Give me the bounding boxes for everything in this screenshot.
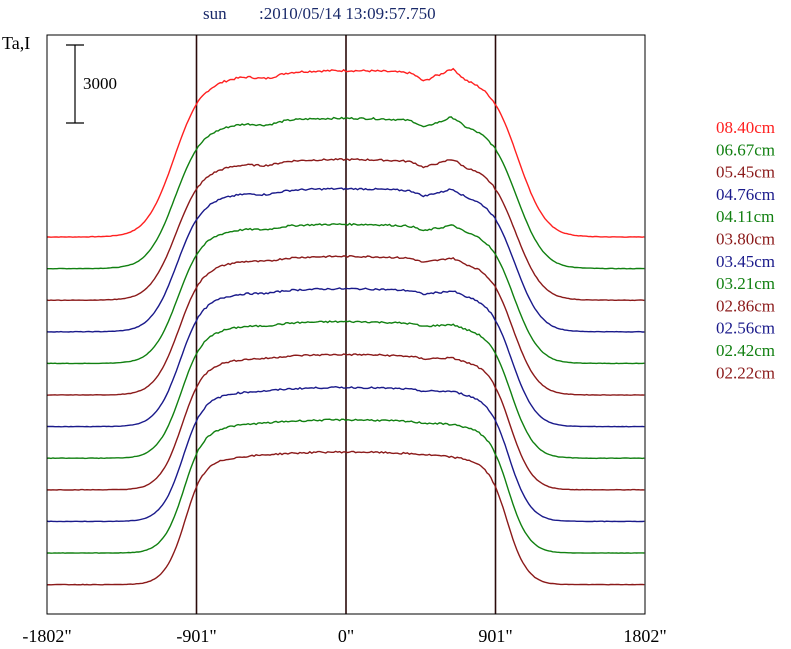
source-label: sun — [203, 4, 227, 23]
legend-label-04.76cm: 04.76cm — [716, 185, 775, 204]
series-line-03.21cm — [46, 320, 645, 460]
y-axis-label: Ta,I — [2, 33, 30, 53]
legend-label-02.42cm: 02.42cm — [716, 341, 775, 360]
scale-bar — [66, 44, 84, 124]
series-line-04.76cm — [46, 187, 645, 333]
legend-label-03.45cm: 03.45cm — [716, 252, 775, 271]
series-line-04.11cm — [46, 222, 645, 365]
legend: 08.40cm 06.67cm 05.45cm 04.76cm 04.11cm 03.80… — [716, 118, 775, 382]
timestamp-label: :2010/05/14 13:09:57.750 — [259, 4, 436, 23]
x-tick-labels: -1802" -901" 0" 901" 1802" — [22, 626, 666, 646]
legend-label-05.45cm: 05.45cm — [716, 163, 775, 182]
legend-label-03.21cm: 03.21cm — [716, 274, 775, 293]
series-line-02.86cm — [46, 353, 645, 491]
scale-bar-label: 3000 — [83, 74, 117, 93]
plot-frame — [46, 34, 646, 615]
legend-label-06.67cm: 06.67cm — [716, 140, 775, 159]
x-tick-label-3: 901" — [478, 626, 512, 646]
legend-label-02.86cm: 02.86cm — [716, 296, 775, 315]
legend-label-08.40cm: 08.40cm — [716, 118, 775, 137]
vertical-markers — [195, 35, 497, 614]
series-line-05.45cm — [46, 157, 645, 302]
series-line-02.56cm — [46, 385, 645, 523]
legend-label-02.56cm: 02.56cm — [716, 319, 775, 338]
series-lines — [46, 67, 645, 586]
series-line-02.42cm — [46, 418, 645, 554]
series-line-06.67cm — [47, 116, 645, 270]
x-tick-label-2: 0" — [338, 626, 354, 646]
series-line-03.80cm — [46, 254, 645, 396]
series-line-02.22cm — [46, 450, 645, 586]
x-tick-label-0: -1802" — [22, 626, 71, 646]
legend-label-04.11cm: 04.11cm — [716, 207, 774, 226]
series-line-08.40cm — [47, 67, 645, 238]
x-tick-label-4: 1802" — [623, 626, 666, 646]
legend-label-02.22cm: 02.22cm — [716, 363, 775, 382]
legend-label-03.80cm: 03.80cm — [716, 230, 775, 249]
x-tick-label-1: -901" — [176, 626, 216, 646]
series-line-03.45cm — [46, 287, 645, 428]
